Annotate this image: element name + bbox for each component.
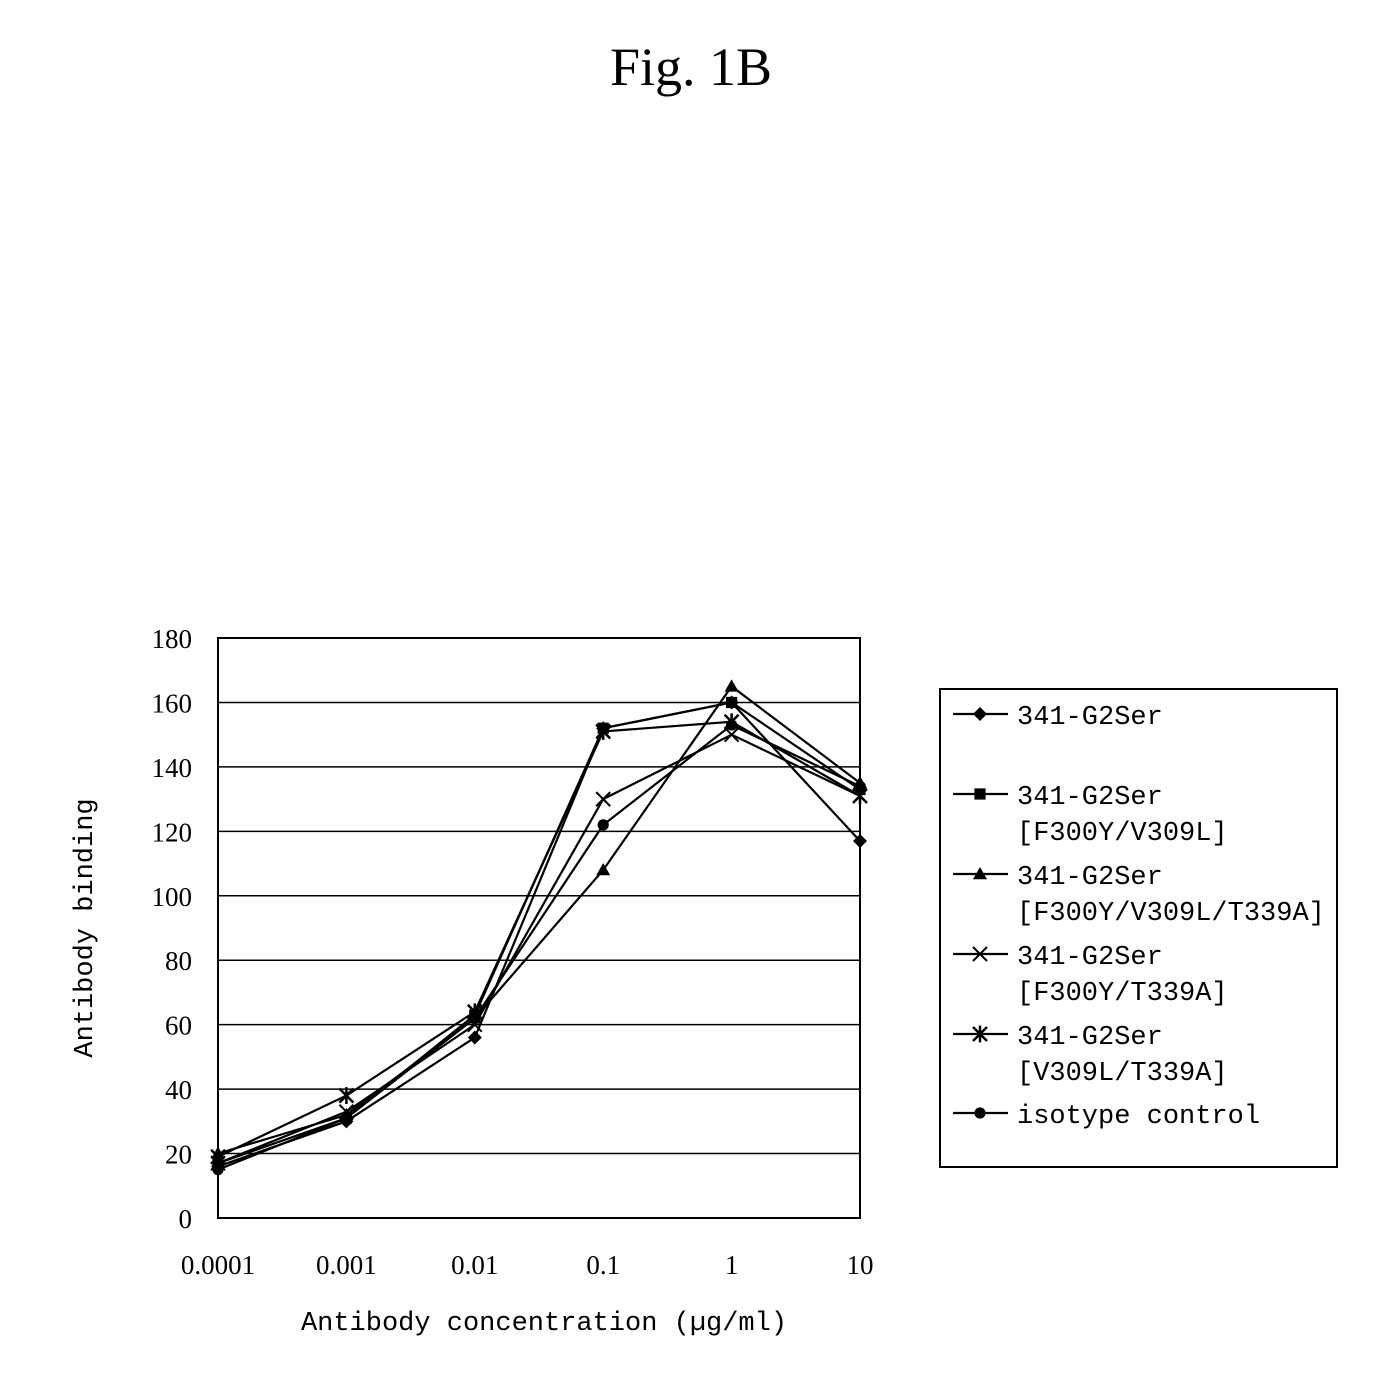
legend: 341-G2Ser 341-G2Ser [F300Y/V309L] 341-G2Ser… [940,689,1337,1167]
legend-label: [F300Y/V309L/T339A] [1017,899,1325,929]
data-point-circle [726,719,737,730]
y-tick-label: 100 [152,882,193,912]
x-tick-label: 10 [847,1250,874,1280]
legend-label: 341-G2Ser [1017,783,1163,813]
x-tick-label: 1 [725,1250,739,1280]
y-tick-label: 140 [152,753,193,783]
x-tick-label: 0.1 [586,1250,620,1280]
data-point-circle [341,1113,352,1124]
y-axis-title: Antibody binding [71,798,101,1057]
legend-label: [V309L/T339A] [1017,1059,1228,1089]
x-tick-label: 0.0001 [181,1250,255,1280]
legend-label: 341-G2Ser [1017,703,1163,733]
data-point-triangle [725,679,739,691]
y-tick-label: 80 [165,946,192,976]
legend-label: [F300Y/V309L] [1017,819,1228,849]
legend-label: isotype control [1017,1102,1260,1132]
series-line-2 [218,702,860,1163]
y-tick-label: 60 [165,1011,192,1041]
legend-label: 341-G2Ser [1017,863,1163,893]
x-axis-tick-labels: 0.0001 0.001 0.01 0.1 1 10 [181,1250,874,1280]
legend-label: 341-G2Ser [1017,943,1163,973]
data-point-circle [974,1107,985,1118]
y-tick-label: 180 [152,624,193,654]
series-line-4 [218,735,860,1164]
series-lines [218,686,860,1169]
x-tick-label: 0.01 [451,1250,498,1280]
y-axis-tick-labels: 0 20 40 60 80 100 120 140 160 180 [152,624,193,1234]
grid-lines [218,702,860,1153]
data-point-x [596,792,610,806]
series-line-6 [218,725,860,1170]
data-point-circle [598,819,609,830]
data-point-circle [469,1013,480,1024]
series-line-5 [218,722,860,1157]
series-line-1 [218,702,860,1166]
y-tick-label: 20 [165,1140,192,1170]
legend-label: [F300Y/T339A] [1017,979,1228,1009]
y-tick-label: 40 [165,1075,192,1105]
data-point-star [339,1087,353,1104]
y-tick-label: 160 [152,688,193,718]
data-point-square [974,788,985,799]
y-tick-label: 0 [179,1204,193,1234]
x-tick-label: 0.001 [316,1250,377,1280]
series-markers [211,679,867,1175]
legend-label: 341-G2Ser [1017,1023,1163,1053]
data-point-square [726,697,737,708]
x-axis-title: Antibody concentration (µg/ml) [301,1309,787,1339]
y-tick-label: 120 [152,817,193,847]
data-point-diamond [468,1031,482,1045]
